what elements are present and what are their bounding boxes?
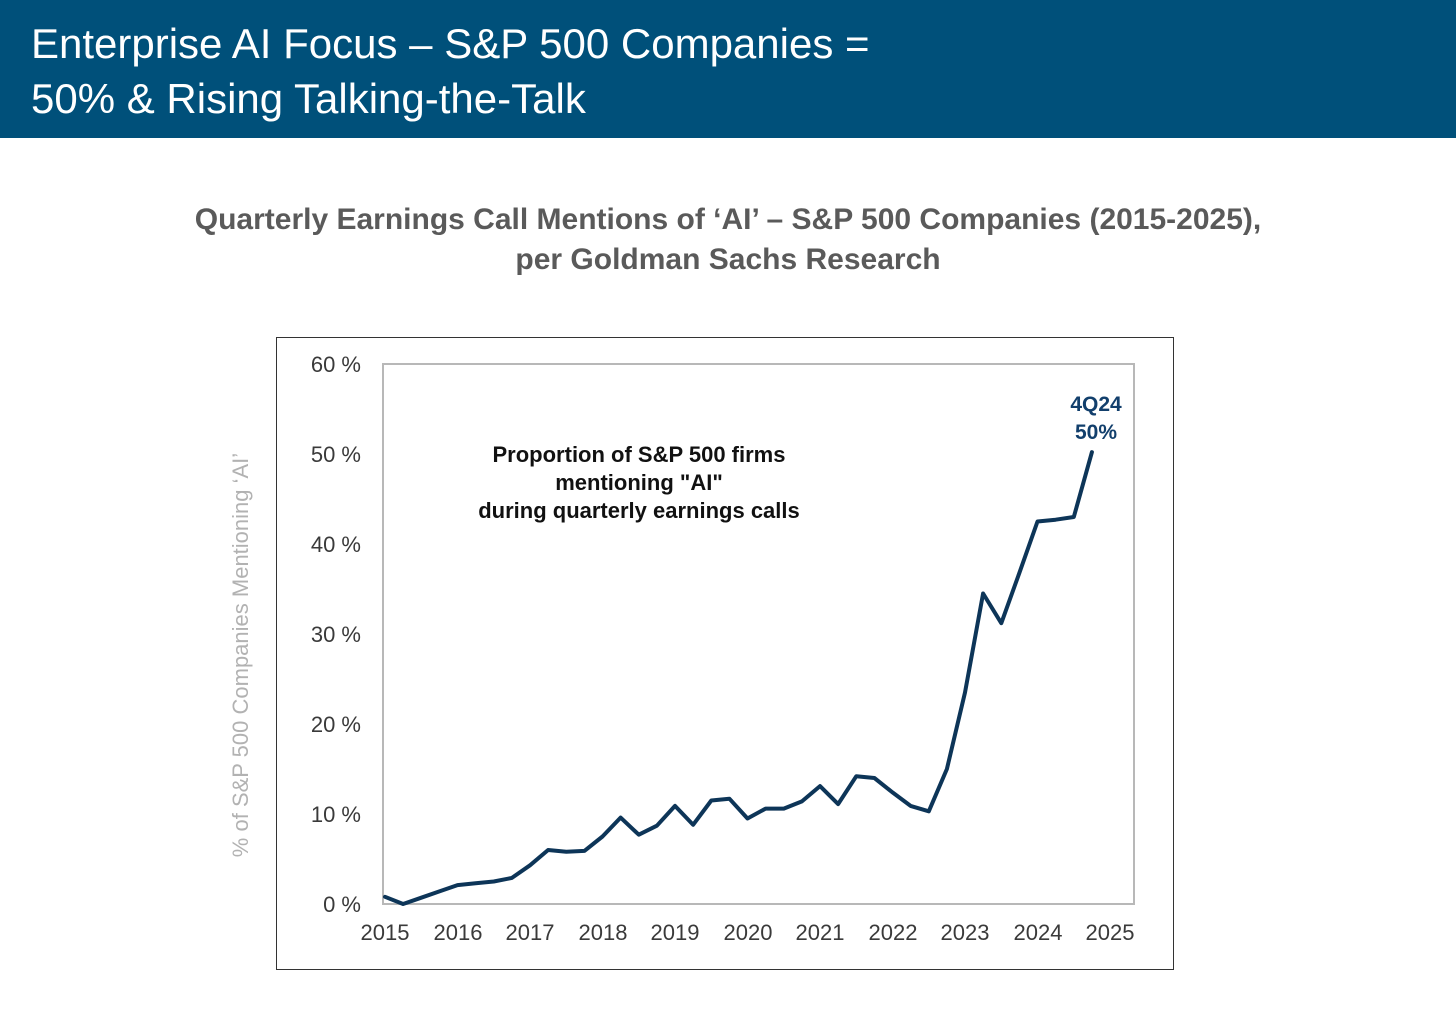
x-tick-label-2019: 2019 — [651, 920, 700, 945]
slide-title-line-2: 50% & Rising Talking-the-Talk — [31, 75, 586, 122]
x-tick-label-2018: 2018 — [579, 920, 628, 945]
data-point-0-18 — [709, 799, 713, 803]
data-point-0-22 — [782, 807, 786, 811]
data-point-0-32 — [963, 691, 967, 695]
line-chart: 0 % 10 % 20 % 30 % 40 % 50 % 60 % 2015 2… — [311, 352, 1135, 945]
plot-area-border — [382, 363, 1135, 905]
data-point-0-8 — [528, 863, 532, 867]
x-tick-label-2023: 2023 — [941, 920, 990, 945]
series-line-0 — [383, 450, 1094, 906]
data-point-0-35 — [1017, 571, 1021, 575]
data-point-0-14 — [637, 833, 641, 837]
data-point-0-28 — [891, 790, 895, 794]
y-axis-label: % of S&P 500 Companies Mentioning ‘AI’ — [228, 452, 253, 858]
y-tick-label-20: 20 % — [311, 712, 361, 737]
chart-title-line-1: Quarterly Earnings Call Mentions of ‘AI’… — [194, 203, 1262, 236]
x-tick-label-2024: 2024 — [1014, 920, 1063, 945]
data-point-0-13 — [619, 816, 623, 820]
data-point-0-12 — [601, 835, 605, 839]
data-point-0-36 — [1036, 520, 1040, 524]
x-tick-label-2017: 2017 — [506, 920, 555, 945]
annotation-line-1: Proportion of S&P 500 firms — [493, 442, 786, 467]
data-point-0-24 — [818, 784, 822, 788]
annotation-line-3: during quarterly earnings calls — [478, 498, 800, 523]
title-banner: Enterprise AI Focus – S&P 500 Companies … — [0, 0, 1456, 138]
x-tick-label-2020: 2020 — [724, 920, 773, 945]
data-point-0-37 — [1054, 518, 1058, 522]
data-point-0-15 — [655, 824, 659, 828]
chart-title: Quarterly Earnings Call Mentions of ‘AI’… — [0, 200, 1456, 280]
data-point-0-21 — [764, 807, 768, 811]
y-tick-label-30: 30 % — [311, 622, 361, 647]
annotation-line-2: mentioning "AI" — [555, 470, 723, 495]
y-tick-label-0: 0 % — [323, 892, 361, 917]
data-point-0-23 — [800, 799, 804, 803]
slide-title-line-1: Enterprise AI Focus – S&P 500 Companies … — [31, 20, 870, 67]
data-point-0-5 — [474, 881, 478, 885]
data-point-0-20 — [746, 817, 750, 821]
data-point-0-19 — [727, 797, 731, 801]
x-tick-label-2015: 2015 — [361, 920, 410, 945]
data-point-0-9 — [546, 848, 550, 852]
x-axis-ticks: 2015 2016 2017 2018 2019 2020 2021 2022 … — [361, 920, 1135, 945]
callout-value-label: 50% — [1075, 421, 1117, 444]
data-point-0-38 — [1072, 515, 1076, 519]
x-tick-label-2021: 2021 — [796, 920, 845, 945]
series-layer — [383, 450, 1094, 906]
y-tick-label-60: 60 % — [311, 352, 361, 377]
y-tick-label-40: 40 % — [311, 532, 361, 557]
data-point-0-17 — [691, 823, 695, 827]
y-tick-label-10: 10 % — [311, 802, 361, 827]
inner-annotation: Proportion of S&P 500 firms mentioning "… — [478, 442, 800, 523]
chart-frame: 0 % 10 % 20 % 30 % 40 % 50 % 60 % 2015 2… — [276, 337, 1174, 970]
data-point-0-26 — [854, 774, 858, 778]
data-point-0-0 — [383, 895, 387, 899]
data-point-0-33 — [981, 592, 985, 596]
data-point-0-27 — [872, 776, 876, 780]
data-point-0-4 — [456, 883, 460, 887]
data-point-0-39 — [1090, 450, 1094, 454]
data-point-0-7 — [510, 876, 514, 880]
data-point-0-10 — [564, 850, 568, 854]
data-point-0-2 — [419, 896, 423, 900]
data-point-0-34 — [999, 621, 1003, 625]
x-tick-label-2016: 2016 — [434, 920, 483, 945]
data-point-0-16 — [673, 804, 677, 808]
callout-quarter-label: 4Q24 — [1070, 393, 1122, 416]
data-point-0-6 — [492, 880, 496, 884]
x-tick-label-2022: 2022 — [869, 920, 918, 945]
y-tick-label-50: 50 % — [311, 442, 361, 467]
chart-title-line-2: per Goldman Sachs Research — [515, 243, 941, 276]
data-point-0-31 — [945, 767, 949, 771]
callout-4q24: 4Q24 50% — [1070, 393, 1122, 444]
x-tick-label-2025: 2025 — [1086, 920, 1135, 945]
data-point-0-30 — [927, 809, 931, 813]
data-point-0-3 — [437, 889, 441, 893]
data-point-0-1 — [401, 902, 405, 906]
y-axis-ticks: 0 % 10 % 20 % 30 % 40 % 50 % 60 % — [311, 352, 361, 917]
data-point-0-11 — [582, 849, 586, 853]
data-point-0-29 — [909, 804, 913, 808]
data-point-0-25 — [836, 802, 840, 806]
